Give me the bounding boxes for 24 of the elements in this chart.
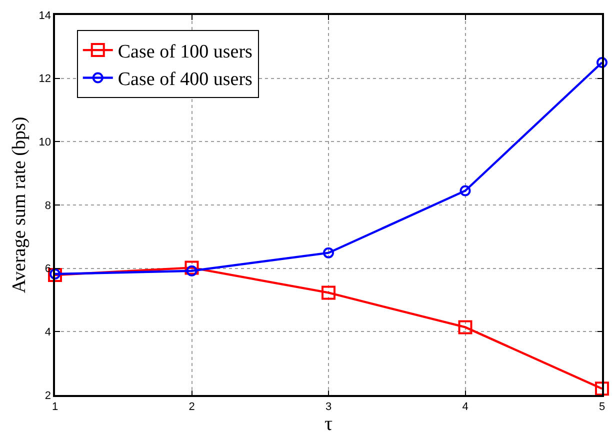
x-tick-label: 5	[598, 400, 606, 413]
point	[458, 320, 472, 334]
point	[186, 265, 198, 276]
x-tick-label: 3	[325, 400, 332, 413]
y-tick-label: 10	[38, 136, 52, 149]
point	[595, 382, 609, 396]
point	[460, 185, 471, 196]
x-tick-label: 1	[52, 400, 58, 413]
legend-label: Case of 400 users	[118, 69, 252, 90]
legend-label: Case of 100 users	[118, 41, 252, 62]
y-tick-label: 6	[44, 263, 52, 276]
y-tick-label: 4	[44, 326, 52, 339]
y-tick-label: 12	[38, 73, 52, 86]
y-tick-label: 14	[38, 10, 52, 22]
y-tick-label: 8	[44, 200, 52, 212]
point	[184, 260, 199, 275]
x-tick-label: 2	[188, 400, 195, 413]
y-tick-label: 2	[44, 390, 52, 402]
point	[322, 286, 336, 300]
x-tick-label: 4	[462, 400, 468, 413]
x-axis-title: τ	[324, 412, 333, 435]
y-axis-title: Average sum rate (bps)	[9, 116, 30, 294]
point	[323, 247, 334, 258]
point	[596, 57, 608, 68]
